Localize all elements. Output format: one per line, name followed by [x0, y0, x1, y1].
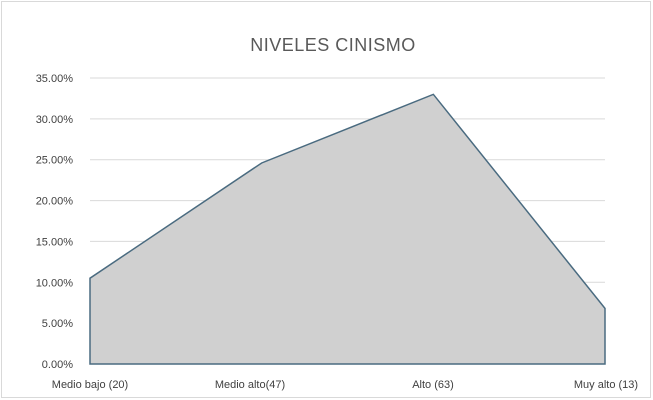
- chart-title: NIVELES CINISMO: [250, 35, 416, 55]
- y-tick-label: 10.00%: [36, 277, 74, 289]
- x-category-label: Medio alto(47): [215, 379, 285, 391]
- y-tick-label: 30.00%: [36, 114, 74, 126]
- y-tick-label: 15.00%: [36, 236, 74, 248]
- y-tick-label: 0.00%: [42, 359, 73, 371]
- y-axis-ticks: 0.00% 5.00% 10.00% 15.00% 20.00% 25.00% 30.00%…: [36, 73, 74, 371]
- y-tick-label: 5.00%: [42, 318, 73, 330]
- area-series: [89, 93, 606, 365]
- x-category-label: Medio bajo (20): [52, 379, 128, 391]
- x-axis-categories: Medio bajo (20) Medio alto(47) Alto (63) Mu…: [52, 379, 638, 391]
- area-fill: [89, 93, 606, 365]
- y-tick-label: 20.00%: [36, 196, 74, 208]
- x-category-label: Alto (63): [412, 379, 454, 391]
- y-tick-label: 25.00%: [36, 155, 74, 167]
- x-category-label: Muy alto (13): [574, 379, 638, 391]
- y-tick-label: 35.00%: [36, 73, 74, 85]
